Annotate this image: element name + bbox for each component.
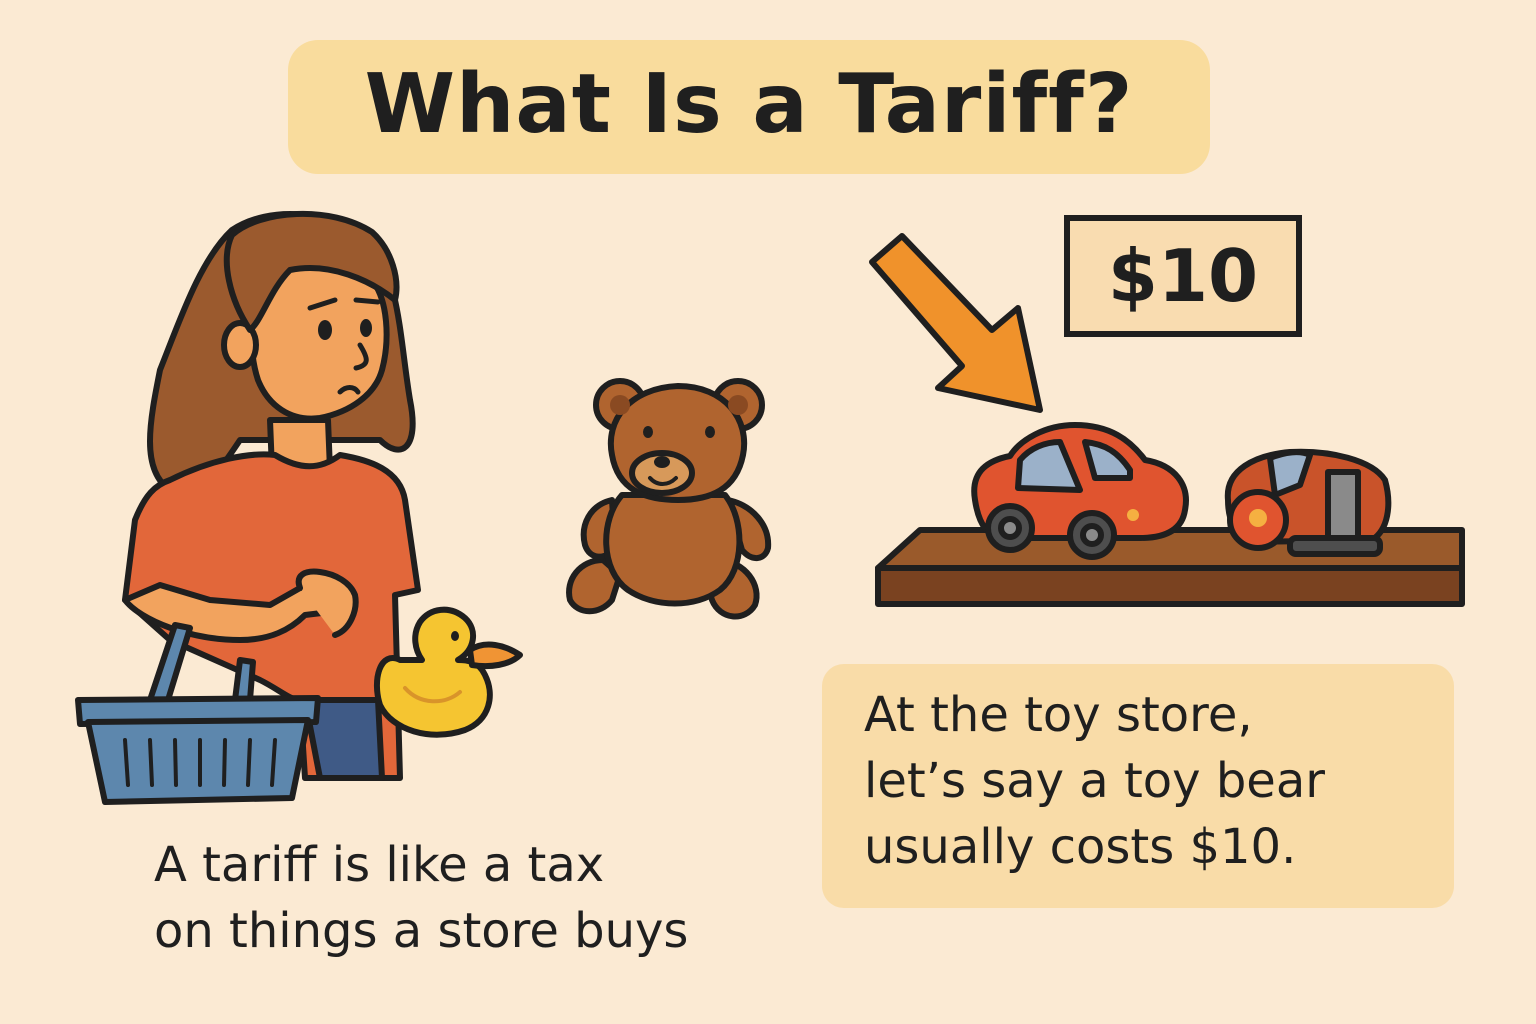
caption-right-line-2: let’s say a toy bear — [864, 753, 1325, 809]
caption-right-line-3: usually costs $10. — [864, 819, 1297, 875]
toy-car-icon — [971, 422, 1189, 560]
caption-right-box — [822, 664, 1454, 908]
arrow-icon — [869, 233, 1043, 413]
teddy-bear-icon — [566, 378, 772, 620]
caption-right: At the toy store, let’s say a toy bear u… — [864, 682, 1325, 880]
rubber-duck-icon — [373, 606, 523, 738]
caption-left: A tariff is like a tax on things a store… — [154, 832, 854, 964]
price-label: $10 — [1107, 234, 1259, 318]
title-banner: What Is a Tariff? — [288, 40, 1210, 174]
caption-left-line-2: on things a store buys — [154, 903, 689, 959]
toy-truck-icon — [1224, 448, 1392, 557]
price-tag: $10 — [1064, 215, 1302, 337]
caption-left-line-1: A tariff is like a tax — [154, 837, 605, 893]
page-title: What Is a Tariff? — [364, 56, 1134, 152]
basket-icon — [75, 622, 321, 805]
caption-right-line-1: At the toy store, — [864, 687, 1253, 743]
